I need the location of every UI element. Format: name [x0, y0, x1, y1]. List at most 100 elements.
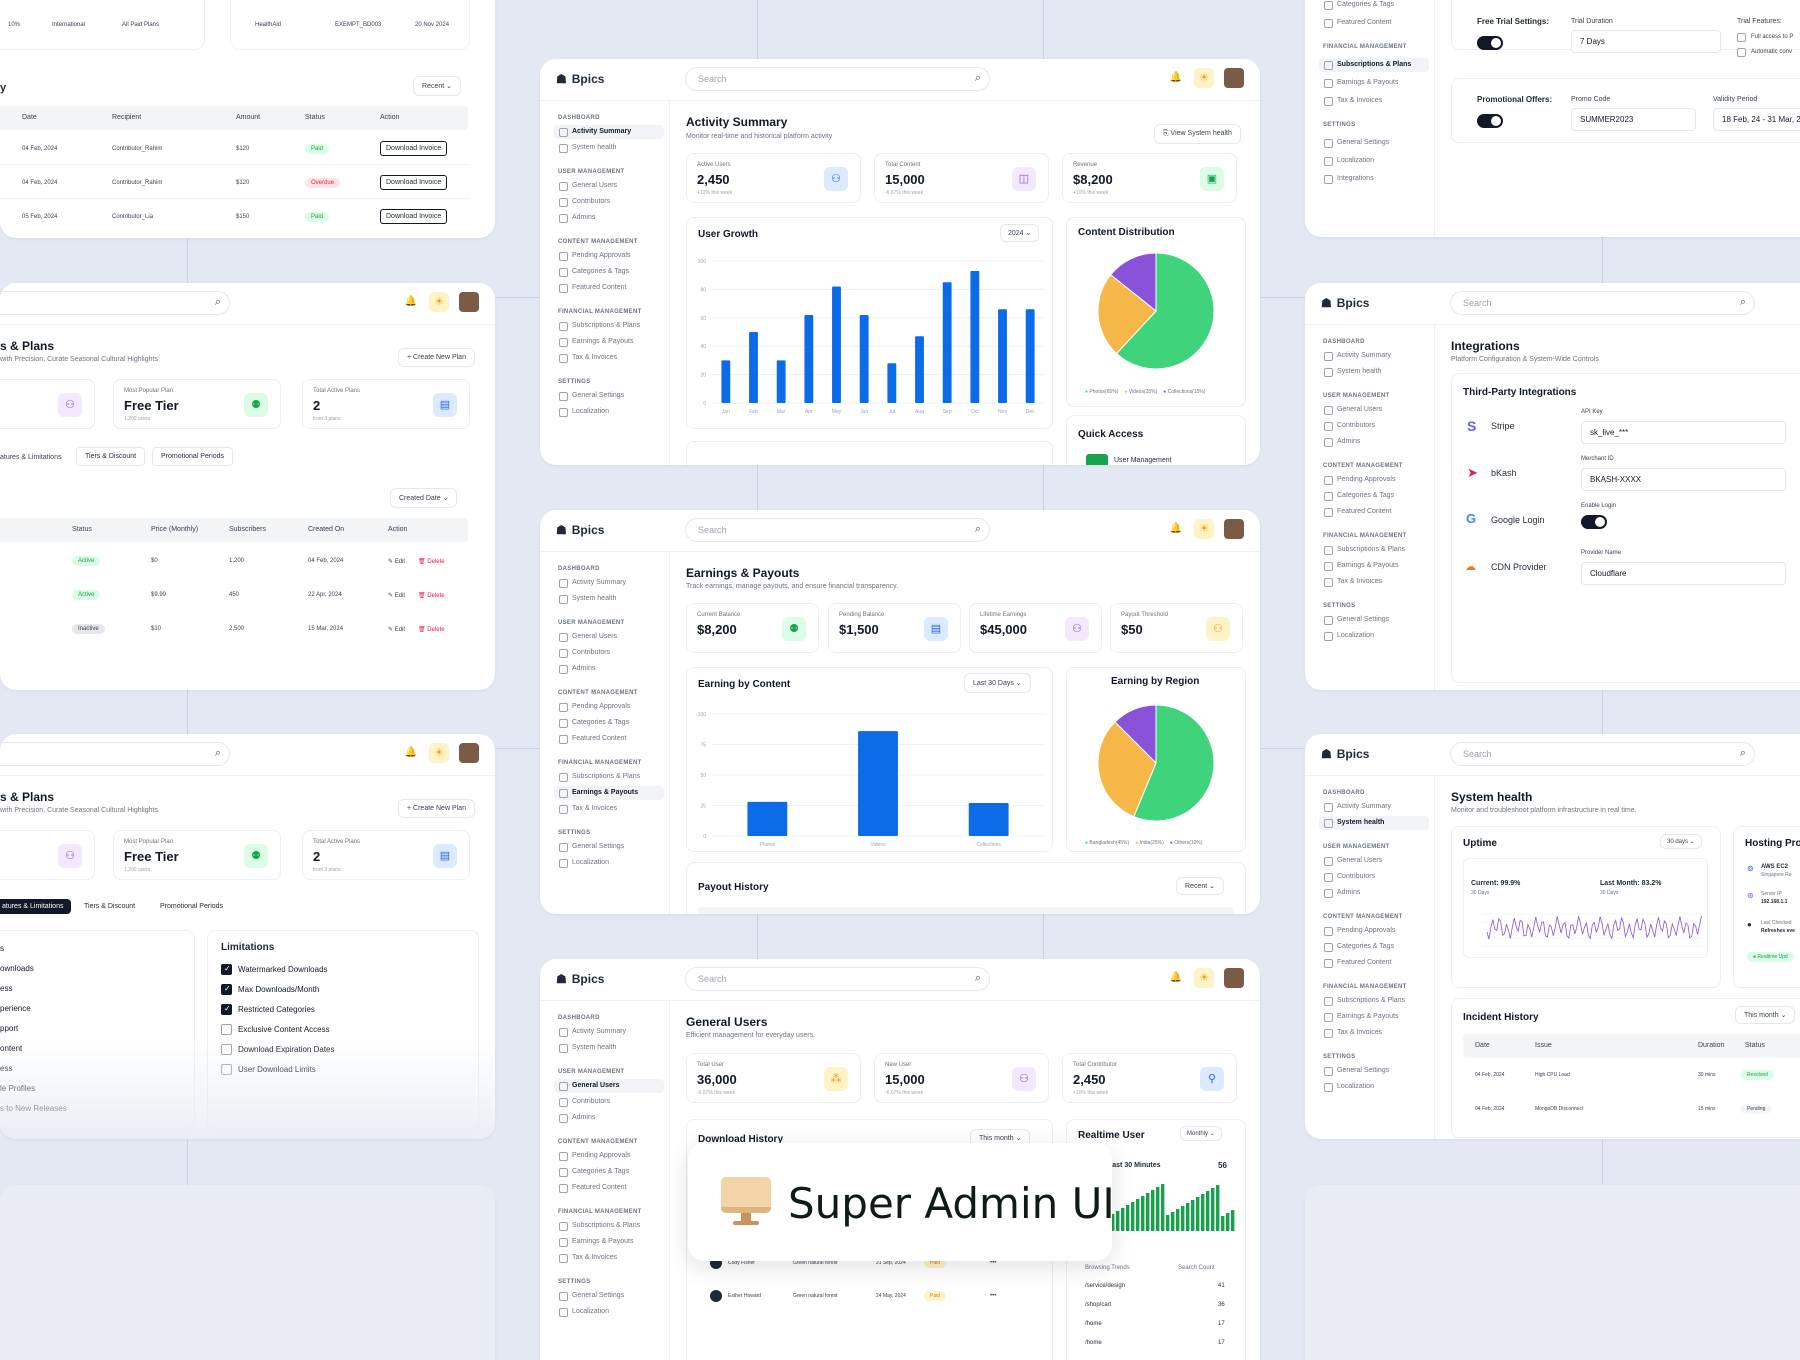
more-icon[interactable]: •••	[990, 1293, 997, 1299]
bell-icon[interactable]: 🔔	[1169, 72, 1183, 83]
nav-pending[interactable]: Pending Approvals	[554, 249, 664, 263]
nav-earnings[interactable]: Earnings & Payouts	[554, 1235, 664, 1249]
nav-pending[interactable]: Pending Approvals	[554, 1149, 664, 1163]
nav-general-settings[interactable]: General Settings	[1319, 136, 1429, 150]
nav-tax[interactable]: Tax & Invoices	[554, 351, 664, 365]
nav-activity[interactable]: Activity Summary	[1319, 800, 1429, 814]
nav-localization[interactable]: Localization	[1319, 154, 1429, 168]
brand[interactable]: ☗ Bpics	[556, 972, 604, 986]
duration-field[interactable]: 7 Days	[1571, 30, 1721, 53]
create-plan-button-2[interactable]: + Create New Plan	[398, 799, 475, 818]
bell-icon[interactable]: 🔔	[404, 747, 418, 758]
nav-categories[interactable]: Categories & Tags	[1319, 489, 1429, 503]
nav-general_settings[interactable]: General Settings	[554, 389, 664, 403]
nav-subscriptions[interactable]: Subscriptions & Plans	[554, 319, 664, 333]
nav-contributors[interactable]: Contributors	[1319, 419, 1429, 433]
brand[interactable]: ☗ Bpics	[1321, 747, 1369, 761]
nav-earnings[interactable]: Earnings & Payouts	[1319, 76, 1429, 90]
tab-promos-2[interactable]: Promotional Periods	[160, 903, 224, 910]
nav-categories[interactable]: Categories & Tags	[554, 1165, 664, 1179]
nav-general_settings[interactable]: General Settings	[554, 840, 664, 854]
delete-button[interactable]: 🗑 Delete	[418, 626, 445, 633]
nav-general_settings[interactable]: General Settings	[1319, 1064, 1429, 1078]
nav-featured[interactable]: Featured Content	[1319, 505, 1429, 519]
theme-icon[interactable]: ☀	[1194, 968, 1214, 988]
download-invoice-button[interactable]: Download Invoice	[380, 175, 448, 190]
nav-admins[interactable]: Admins	[554, 1111, 664, 1125]
avatar[interactable]	[1224, 968, 1244, 988]
nav-tax[interactable]: Tax & Invoices	[1319, 1026, 1429, 1040]
avatar[interactable]	[1224, 519, 1244, 539]
search-input[interactable]: Search ⌕	[685, 967, 990, 991]
nav-pending[interactable]: Pending Approvals	[1319, 473, 1429, 487]
brand[interactable]: ☗ Bpics	[556, 72, 604, 86]
limitation-checkbox[interactable]	[221, 1004, 232, 1015]
nav-subscriptions[interactable]: Subscriptions & Plans	[1319, 543, 1429, 557]
nav-contributors[interactable]: Contributors	[554, 1095, 664, 1109]
limitation-checkbox[interactable]	[221, 964, 232, 975]
bkash-field[interactable]: BKASH-XXXX	[1581, 468, 1786, 491]
search-input[interactable]: Search ⌕	[685, 67, 990, 91]
tab-promos[interactable]: Promotional Periods	[152, 447, 234, 466]
nav-general_users[interactable]: General Users	[1319, 403, 1429, 417]
nav-categories[interactable]: Categories & Tags	[554, 265, 664, 279]
brand[interactable]: ☗ Bpics	[556, 523, 604, 537]
nav-localization[interactable]: Localization	[1319, 629, 1429, 643]
nav-featured[interactable]: Featured Content	[554, 1181, 664, 1195]
nav-general_settings[interactable]: General Settings	[554, 1289, 664, 1303]
delete-button[interactable]: 🗑 Delete	[418, 592, 445, 599]
range-select[interactable]: Last 30 Days ⌄	[964, 673, 1031, 693]
code-field[interactable]: SUMMER2023	[1571, 108, 1696, 131]
nav-tax[interactable]: Tax & Invoices	[554, 1251, 664, 1265]
nav-health[interactable]: System health	[554, 592, 664, 606]
nav-featured[interactable]: Featured Content	[554, 732, 664, 746]
brand[interactable]: ☗ Bpics	[1321, 296, 1369, 310]
nav-earnings[interactable]: Earnings & Payouts	[1319, 1010, 1429, 1024]
uptime-range[interactable]: 30 days ⌄	[1660, 834, 1702, 849]
nav-general_users[interactable]: General Users	[554, 630, 664, 644]
nav-health[interactable]: System health	[1319, 816, 1429, 830]
bell-icon[interactable]: 🔔	[404, 296, 418, 307]
edit-button[interactable]: ✎ Edit	[388, 626, 405, 633]
nav-subscriptions[interactable]: Subscriptions & Plans	[1319, 994, 1429, 1008]
theme-icon[interactable]: ☀	[429, 743, 449, 763]
year-select[interactable]: 2024 ⌄	[1000, 224, 1040, 242]
limitation-checkbox[interactable]	[221, 1024, 232, 1035]
feature1-checkbox[interactable]	[1737, 33, 1746, 42]
search-input[interactable]: Search ⌕	[685, 518, 990, 542]
promo-toggle[interactable]	[1477, 114, 1503, 128]
view-health-button[interactable]: ⎘ View System health	[1154, 124, 1241, 144]
nav-general_users[interactable]: General Users	[554, 179, 664, 193]
nav-tax[interactable]: Tax & Invoices	[1319, 575, 1429, 589]
more-icon[interactable]: •••	[990, 1260, 997, 1266]
nav-featured[interactable]: Featured Content	[554, 281, 664, 295]
search-input[interactable]: Search ⌕	[1450, 742, 1755, 766]
nav-admins[interactable]: Admins	[554, 211, 664, 225]
bell-icon[interactable]: 🔔	[1169, 972, 1183, 983]
avatar[interactable]	[1224, 68, 1244, 88]
features-search[interactable]: ⌕	[0, 742, 230, 766]
delete-button[interactable]: 🗑 Delete	[418, 558, 445, 565]
nav-pending[interactable]: Pending Approvals	[554, 700, 664, 714]
nav-integrations[interactable]: Integrations	[1319, 172, 1429, 186]
nav-health[interactable]: System health	[554, 141, 664, 155]
stripe-field[interactable]: sk_live_***	[1581, 421, 1786, 444]
quick-user-mgmt[interactable]: User Management	[1114, 457, 1172, 464]
nav-subscriptions[interactable]: Subscriptions & Plans	[554, 1219, 664, 1233]
nav-activity[interactable]: Activity Summary	[554, 125, 664, 139]
nav-contributors[interactable]: Contributors	[1319, 870, 1429, 884]
tab-features[interactable]: atures & Limitations	[0, 454, 62, 461]
nav-subscriptions[interactable]: Subscriptions & Plans	[1319, 58, 1429, 72]
validity-field[interactable]: 18 Feb, 24 - 31 Mar, 2	[1713, 108, 1800, 131]
nav-earnings[interactable]: Earnings & Payouts	[554, 786, 664, 800]
trial-toggle[interactable]	[1477, 36, 1503, 50]
realtime-filter[interactable]: Monthly ⌄	[1180, 1126, 1222, 1141]
edit-button[interactable]: ✎ Edit	[388, 558, 405, 565]
nav-localization[interactable]: Localization	[554, 405, 664, 419]
search-input[interactable]: Search ⌕	[1450, 291, 1755, 315]
payout-filter[interactable]: Recent ⌄	[1176, 877, 1224, 895]
tab-features-active[interactable]: atures & Limitations	[0, 899, 72, 914]
nav-localization[interactable]: Localization	[1319, 1080, 1429, 1094]
theme-icon[interactable]: ☀	[1194, 519, 1214, 539]
nav-earnings[interactable]: Earnings & Payouts	[554, 335, 664, 349]
